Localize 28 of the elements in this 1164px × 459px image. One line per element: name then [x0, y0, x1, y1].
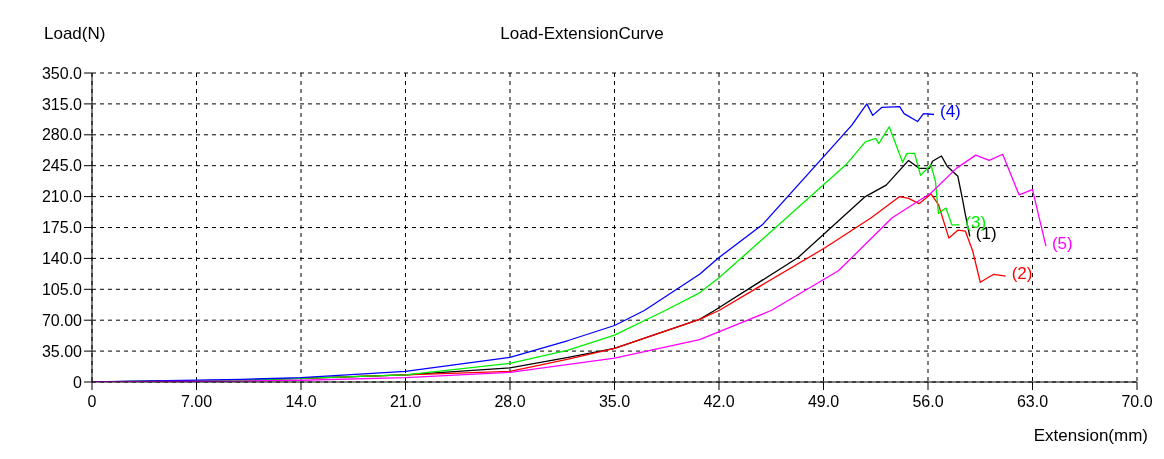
x-tick-label: 28.0	[494, 393, 526, 411]
y-tick-label: 0	[73, 373, 83, 391]
y-tick-label: 350.0	[41, 64, 83, 82]
x-tick-label: 7.00	[180, 393, 213, 411]
y-tick-label: 315.0	[41, 95, 83, 113]
y-tick-label: 140.0	[41, 250, 83, 268]
x-tick-label: 70.0	[1121, 393, 1153, 411]
y-tick-label: 175.0	[41, 219, 83, 237]
x-tick-label: 35.0	[598, 393, 631, 411]
y-tick-label: 105.0	[41, 280, 83, 298]
series-label: (4)	[939, 102, 961, 122]
y-tick-label: 280.0	[41, 126, 83, 144]
y-tick-label: 35.00	[41, 342, 83, 360]
x-tick-label: 56.0	[912, 393, 944, 411]
y-tick-label: 245.0	[41, 157, 83, 175]
chart-title: Load-ExtensionCurve	[500, 24, 664, 43]
x-tick-label: 49.0	[807, 393, 840, 411]
x-tick-label: 0	[87, 393, 97, 411]
x-tick-label: 42.0	[703, 393, 735, 411]
y-axis-title: Load(N)	[44, 24, 106, 44]
series-label: (5)	[1051, 234, 1073, 254]
x-tick-label: 14.0	[285, 393, 317, 411]
y-tick-label: 70.00	[41, 311, 83, 329]
x-tick-label: 63.0	[1016, 393, 1049, 411]
x-tick-label: 21.0	[389, 393, 422, 411]
y-tick-label: 210.0	[41, 188, 83, 206]
x-axis-title: Extension(mm)	[1033, 426, 1148, 446]
series-label: (2)	[1011, 264, 1033, 284]
